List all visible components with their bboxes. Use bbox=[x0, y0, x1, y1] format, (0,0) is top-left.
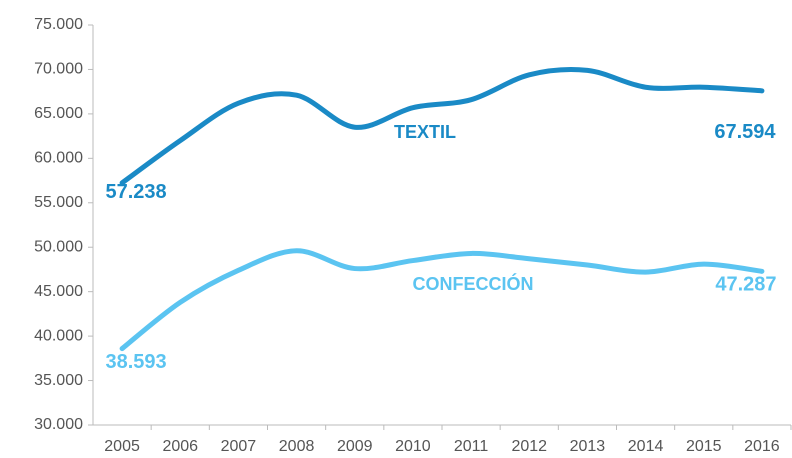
x-tick-label: 2015 bbox=[686, 438, 722, 455]
y-tick-label: 60.000 bbox=[34, 150, 83, 167]
y-tick-label: 70.000 bbox=[34, 61, 83, 78]
x-tick-label: 2016 bbox=[744, 438, 780, 455]
x-tick-label: 2014 bbox=[628, 438, 664, 455]
x-tick-label: 2009 bbox=[337, 438, 373, 455]
y-tick-label: 75.000 bbox=[34, 16, 83, 33]
x-tick-label: 2007 bbox=[221, 438, 257, 455]
x-tick-label: 2005 bbox=[104, 438, 140, 455]
y-tick-label: 65.000 bbox=[34, 105, 83, 122]
y-tick-label: 35.000 bbox=[34, 372, 83, 389]
data-label: 38.593 bbox=[105, 351, 166, 373]
data-label: 67.594 bbox=[714, 121, 776, 143]
x-tick-label: 2011 bbox=[454, 438, 489, 455]
x-tick-label: 2012 bbox=[511, 438, 547, 455]
data-label: 57.238 bbox=[105, 181, 166, 203]
series-label: CONFECCIÓN bbox=[413, 273, 534, 294]
y-tick-label: 55.000 bbox=[34, 194, 83, 211]
y-tick-label: 30.000 bbox=[34, 416, 83, 433]
y-tick-label: 45.000 bbox=[34, 283, 83, 300]
line bbox=[119, 66, 765, 186]
x-tick-label: 2008 bbox=[279, 438, 315, 455]
y-tick-label: 50.000 bbox=[34, 238, 83, 255]
line bbox=[119, 248, 765, 352]
data-label: 47.287 bbox=[715, 274, 776, 296]
series-label: TEXTIL bbox=[394, 122, 456, 142]
y-tick-label: 40.000 bbox=[34, 327, 83, 344]
x-tick-label: 2010 bbox=[395, 438, 431, 455]
x-tick-label: 2006 bbox=[162, 438, 198, 455]
x-tick-label: 2013 bbox=[570, 438, 606, 455]
